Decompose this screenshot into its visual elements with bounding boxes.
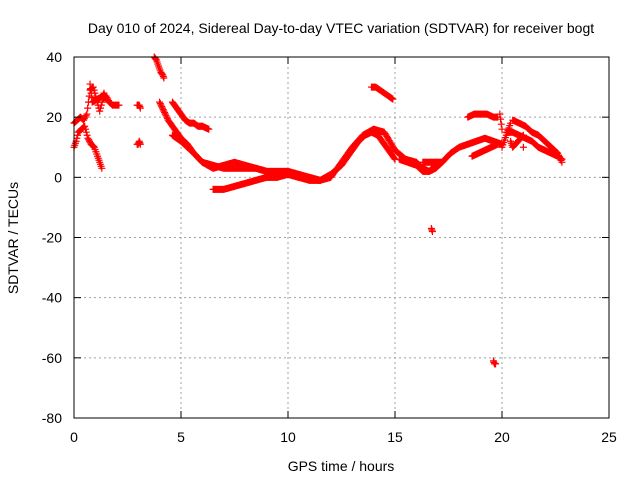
data-point bbox=[156, 98, 164, 106]
data-point-interp bbox=[156, 100, 164, 108]
data-point bbox=[83, 110, 91, 118]
data-point-interp bbox=[81, 113, 89, 121]
data-point bbox=[84, 134, 92, 142]
y-tick-label: -60 bbox=[42, 350, 62, 366]
data-point-interp bbox=[497, 115, 505, 123]
grid-layer bbox=[74, 57, 609, 418]
data-point bbox=[428, 227, 436, 235]
data-point-interp bbox=[497, 120, 505, 128]
data-point bbox=[496, 110, 504, 118]
data-point-interp bbox=[96, 104, 104, 112]
data-point bbox=[519, 131, 527, 139]
data-layer bbox=[70, 53, 566, 368]
data-point bbox=[98, 164, 106, 172]
data-point bbox=[494, 140, 502, 148]
y-tick-label: 40 bbox=[46, 49, 62, 65]
data-point bbox=[438, 158, 446, 166]
tick-layer: 0 5 10 15 20 25 -80 -60 -40 -20 0 20 40 bbox=[42, 49, 617, 445]
x-tick-label: 0 bbox=[70, 429, 78, 445]
data-point-interp bbox=[85, 136, 93, 144]
data-point bbox=[115, 101, 123, 109]
data-point bbox=[136, 104, 144, 112]
data-point bbox=[519, 143, 527, 151]
data-point bbox=[558, 158, 566, 166]
y-tick-label: 0 bbox=[54, 169, 62, 185]
x-tick-label: 5 bbox=[177, 429, 185, 445]
y-tick-label: -80 bbox=[42, 410, 62, 426]
data-point-interp bbox=[157, 101, 165, 109]
data-point bbox=[389, 95, 397, 103]
data-point-interp bbox=[89, 142, 97, 150]
y-tick-label: -40 bbox=[42, 290, 62, 306]
data-point bbox=[498, 125, 506, 133]
data-point-interp bbox=[74, 131, 82, 139]
data-point bbox=[96, 107, 104, 115]
data-point-interp bbox=[82, 112, 90, 120]
data-point-interp bbox=[163, 113, 171, 121]
x-tick-label: 15 bbox=[387, 429, 403, 445]
data-point bbox=[160, 107, 168, 115]
data-point-interp bbox=[519, 132, 527, 140]
x-tick-label: 25 bbox=[601, 429, 617, 445]
data-point bbox=[80, 116, 88, 124]
data-point-interp bbox=[97, 101, 105, 109]
y-tick-label: -20 bbox=[42, 230, 62, 246]
data-point-interp bbox=[390, 154, 398, 162]
chart-title: Day 010 of 2024, Sidereal Day-to-day VTE… bbox=[88, 20, 594, 36]
x-tick-label: 10 bbox=[280, 429, 296, 445]
y-tick-label: 20 bbox=[46, 109, 62, 125]
data-point-interp bbox=[158, 104, 166, 112]
data-point-interp bbox=[84, 104, 92, 112]
data-point-interp bbox=[83, 131, 91, 139]
data-point-interp bbox=[159, 106, 167, 114]
data-point bbox=[205, 125, 213, 133]
data-point-interp bbox=[90, 142, 98, 150]
data-point bbox=[102, 95, 110, 103]
x-tick-label: 20 bbox=[494, 429, 510, 445]
data-point-interp bbox=[82, 128, 90, 136]
data-point-interp bbox=[80, 115, 88, 123]
data-point-interp bbox=[158, 103, 166, 111]
data-point bbox=[136, 140, 144, 148]
data-point-interp bbox=[82, 125, 90, 133]
data-point bbox=[507, 119, 515, 127]
data-point bbox=[160, 74, 168, 82]
data-point-interp bbox=[161, 109, 169, 117]
data-point-interp bbox=[86, 137, 94, 145]
data-point-interp bbox=[73, 134, 81, 142]
y-axis-label: SDTVAR / TECUs bbox=[5, 182, 21, 294]
data-point-interp bbox=[162, 112, 170, 120]
data-point-interp bbox=[161, 110, 169, 118]
data-point bbox=[81, 122, 89, 130]
data-point bbox=[492, 360, 500, 368]
x-axis-label: GPS time / hours bbox=[288, 458, 395, 474]
data-point-interp bbox=[90, 86, 98, 94]
